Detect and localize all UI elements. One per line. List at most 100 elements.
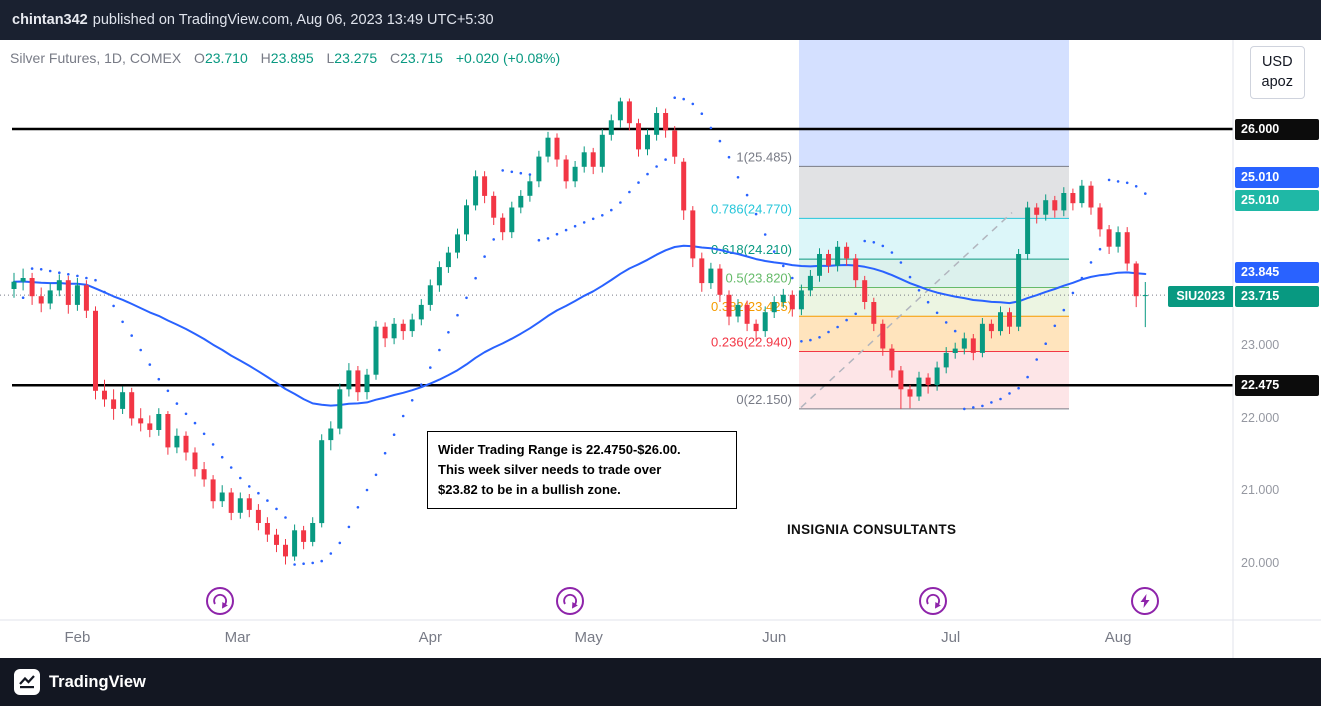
price-axis[interactable]: 26.000 25.010 25.010 23.845 23.715 22.475 23.0…: [1233, 40, 1321, 620]
candle-body: [1061, 193, 1067, 211]
curved-arrow-marker-icon[interactable]: [919, 587, 947, 615]
sar-dot: [184, 412, 188, 416]
sar-dot: [863, 239, 866, 243]
month-label[interactable]: Apr: [419, 629, 442, 646]
sar-dot: [1026, 375, 1029, 379]
sar-dot: [953, 329, 957, 333]
candle-body: [681, 161, 687, 211]
price-chart[interactable]: 1(25.485) 0.786(24.770) 0.618(24.210) 0.5(2…: [0, 40, 1321, 658]
sar-dot: [555, 232, 559, 236]
candle-body: [762, 312, 768, 332]
sar-dot: [1017, 386, 1020, 390]
candle-body: [970, 338, 976, 353]
sar-dot: [112, 304, 115, 308]
sar-dot: [474, 276, 477, 280]
month-label[interactable]: Aug: [1105, 629, 1132, 646]
candle-body: [74, 285, 80, 305]
sar-dot: [157, 377, 161, 381]
lightning-marker-icon[interactable]: [1131, 587, 1159, 615]
currency-unit-selector[interactable]: USD apoz: [1249, 46, 1305, 99]
publish-info-text: published on TradingView.com, Aug 06, 20…: [92, 12, 494, 28]
publish-info-bar: chintan342 published on TradingView.com,…: [0, 0, 1321, 40]
candle-body: [319, 440, 325, 524]
candle-body: [328, 428, 334, 441]
candle-body: [337, 389, 343, 429]
sar-dot: [429, 366, 432, 369]
symbol-legend: Silver Futures, 1D, COMEX O23.710 H23.89…: [10, 50, 560, 66]
candle-body: [1034, 207, 1040, 215]
month-label[interactable]: Mar: [225, 629, 251, 646]
month-label[interactable]: Feb: [64, 629, 90, 646]
sar-dot: [827, 330, 830, 334]
candle-body: [47, 290, 53, 304]
month-label[interactable]: Jul: [941, 629, 960, 646]
sar-dot: [745, 193, 749, 197]
sar-dot: [447, 331, 450, 334]
sar-dot: [528, 173, 532, 176]
chart-area[interactable]: 1(25.485) 0.786(24.770) 0.618(24.210) 0.5(2…: [0, 40, 1321, 658]
candle-body: [174, 435, 180, 448]
analyst-note-box[interactable]: Wider Trading Range is 22.4750-$26.00. T…: [427, 431, 737, 510]
sar-dot: [1044, 342, 1047, 346]
candle-body: [373, 326, 379, 375]
candle-body: [862, 280, 868, 302]
sar-dot: [302, 562, 305, 565]
sar-dot: [329, 552, 333, 555]
candle-body: [1070, 193, 1076, 204]
candle-body: [617, 101, 623, 121]
candle-body: [56, 280, 62, 291]
sar-dot: [908, 275, 912, 279]
sar-dot: [655, 165, 658, 168]
sar-dot: [248, 485, 251, 488]
sar-dot: [193, 421, 197, 425]
sar-dot: [881, 244, 885, 248]
candle-body: [102, 390, 107, 400]
sar-dot: [438, 348, 441, 352]
price-tick-label: 23.000: [1241, 338, 1280, 352]
publisher-username: chintan342: [12, 12, 88, 28]
month-label[interactable]: May: [575, 629, 604, 646]
candle-body: [491, 195, 497, 218]
candle-body: [1124, 232, 1130, 264]
candle-body: [500, 217, 506, 233]
month-label[interactable]: Jun: [762, 629, 786, 646]
candle-body: [889, 348, 895, 371]
fib-band: [799, 218, 1069, 260]
candle-body: [626, 101, 632, 124]
candle-body: [717, 268, 723, 295]
contract-tag: SIU2023: [1168, 286, 1233, 307]
tradingview-logo-icon[interactable]: [14, 669, 40, 695]
candle-body: [880, 323, 886, 349]
sar-dot: [1062, 308, 1066, 312]
sar-dot: [619, 201, 622, 204]
note-line-1: Wider Trading Range is 22.4750-$26.00.: [438, 442, 681, 457]
curved-arrow-marker-icon[interactable]: [556, 587, 584, 615]
tradingview-wordmark[interactable]: TradingView: [49, 672, 146, 691]
sar-dot: [510, 170, 514, 174]
sar-dot: [85, 276, 88, 280]
candle-body: [292, 530, 298, 557]
candle-body: [183, 435, 189, 453]
candle-body: [645, 134, 650, 150]
consultant-watermark: INSIGNIA CONSULTANTS: [787, 522, 957, 537]
sar-dot: [320, 559, 324, 563]
sar-dot: [202, 432, 206, 436]
sar-dot: [1008, 392, 1011, 395]
sar-dot: [582, 221, 586, 224]
symbol-title: Silver Futures, 1D, COMEX: [10, 50, 182, 66]
close-value: 23.715: [400, 50, 443, 66]
curved-arrow-marker-icon[interactable]: [206, 587, 234, 615]
fib-label: 0.618(24.210): [711, 242, 792, 257]
sar-dot: [401, 414, 405, 418]
candle-body: [93, 310, 98, 391]
candle-body: [156, 414, 162, 430]
candle-body: [29, 278, 35, 297]
note-line-2: This week silver needs to trade over: [438, 462, 662, 478]
sar-dot: [736, 176, 740, 179]
sar-dot: [637, 181, 640, 184]
candle-body: [1106, 229, 1112, 247]
candle-body: [346, 370, 352, 390]
candle-body: [952, 348, 958, 353]
candle-body: [898, 370, 904, 390]
trendline[interactable]: [800, 212, 1013, 408]
